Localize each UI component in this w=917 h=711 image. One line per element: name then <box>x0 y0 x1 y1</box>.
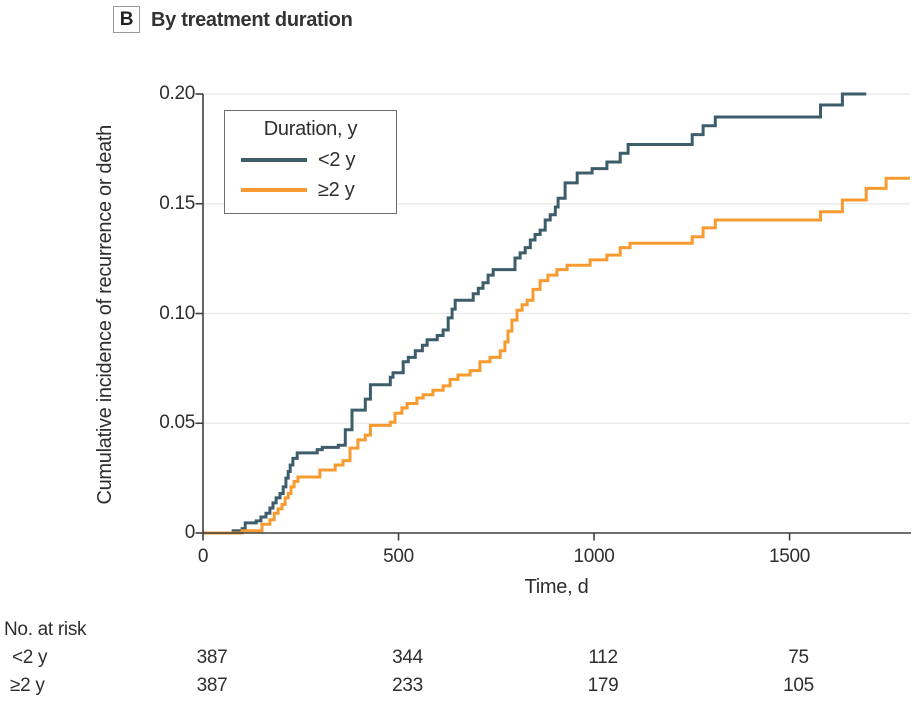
risk-value: 387 <box>196 675 228 696</box>
series-curve-1 <box>203 176 910 535</box>
legend-line-swatch-ge2y <box>241 188 307 192</box>
panel-label-badge: B <box>113 6 140 33</box>
chart-legend: Duration, y <2 y ≥2 y <box>224 110 397 214</box>
x-tick-label: 0 <box>197 546 209 567</box>
legend-entry-ge2y: ≥2 y <box>225 175 396 205</box>
risk-value: 179 <box>587 675 619 696</box>
risk-table-title: No. at risk <box>4 619 87 640</box>
panel-label: B <box>119 8 134 30</box>
legend-label-lt2y: <2 y <box>318 148 356 171</box>
legend-entry-lt2y: <2 y <box>225 145 396 175</box>
risk-value: 233 <box>392 675 423 696</box>
y-tick-label: 0 <box>184 522 196 543</box>
x-tick-label: 500 <box>383 546 414 567</box>
legend-title: Duration, y <box>263 118 358 140</box>
risk-row-label-lt2y: <2 y <box>12 647 48 668</box>
risk-row-label-ge2y: ≥2 y <box>10 675 45 696</box>
risk-value: 105 <box>783 675 814 696</box>
risk-value: 75 <box>788 647 809 668</box>
y-tick-label: 0.15 <box>159 192 195 214</box>
risk-value: 112 <box>588 647 618 668</box>
y-tick-label: 0.05 <box>159 412 195 434</box>
x-tick-label: 1500 <box>769 546 811 567</box>
y-tick-label: 0.10 <box>159 302 195 324</box>
legend-line-swatch-lt2y <box>241 158 307 162</box>
x-axis-title: Time, d <box>524 576 589 598</box>
series-curve-0 <box>203 92 867 535</box>
legend-label-ge2y: ≥2 y <box>318 178 355 201</box>
risk-value: 387 <box>196 647 228 668</box>
risk-value: 344 <box>392 647 423 668</box>
y-tick-label: 0.20 <box>159 83 195 104</box>
x-tick-label: 1000 <box>573 546 615 567</box>
panel-title: By treatment duration <box>151 9 353 31</box>
